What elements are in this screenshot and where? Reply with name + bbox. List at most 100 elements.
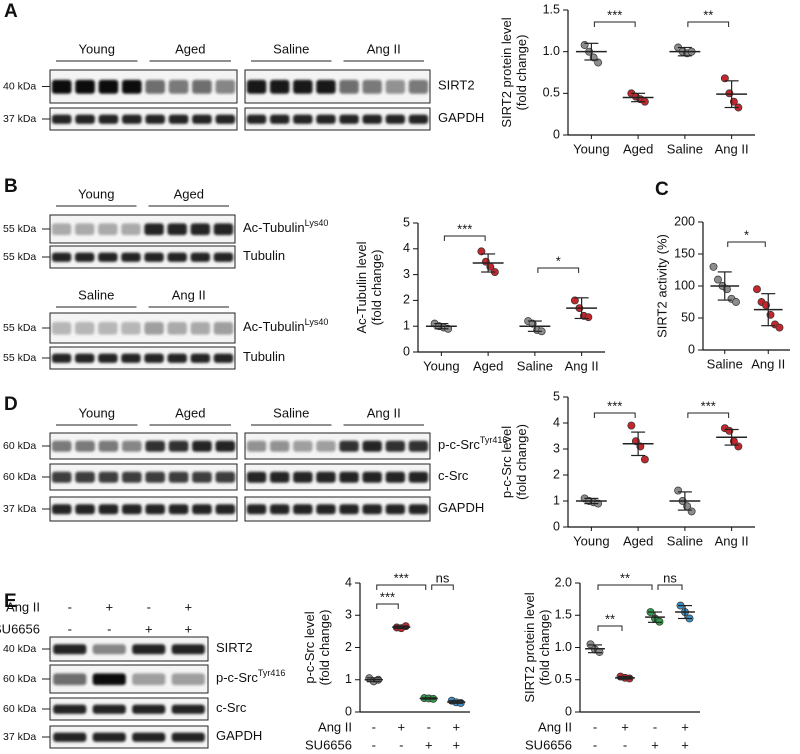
blot-band [190, 223, 211, 236]
y-axis-label: SIRT2 protein level [499, 17, 514, 127]
kda-label: 55 kDa [3, 322, 36, 334]
y-tick-label: 0.5 [543, 86, 560, 100]
factor-level: - [372, 719, 376, 734]
blot-band [339, 114, 359, 124]
blot-band [246, 471, 267, 483]
data-point [687, 507, 696, 516]
blot-band [74, 223, 95, 236]
kda-label: 60 kDa [3, 703, 36, 715]
significance-label: *** [457, 221, 472, 236]
blot-band [246, 440, 267, 452]
protein-superscript: Lys40 [305, 317, 329, 327]
protein-label: GAPDH [438, 500, 484, 515]
data-point [732, 298, 740, 306]
factor-label: SU6656 [305, 737, 352, 752]
blot-band [121, 114, 142, 124]
blot-band [269, 79, 290, 94]
x-tick-label: Young [423, 358, 459, 373]
panel-label: D [4, 394, 18, 415]
y-axis-label: p-c-Src level [302, 611, 317, 683]
protein-superscript: Lys40 [305, 218, 329, 228]
y-axis-label: SIRT2 activity (%) [654, 234, 669, 338]
blot-band [51, 353, 72, 363]
y-tick-label: 1 [345, 672, 352, 686]
y-tick-label: 0 [565, 704, 572, 718]
factor-level: + [621, 719, 629, 734]
panel-label: C [655, 179, 669, 200]
significance-label: ns [663, 570, 677, 585]
protein-name: c-Src [438, 468, 469, 483]
x-tick-label: Ang II [751, 356, 785, 371]
y-tick-label: 0.5 [555, 672, 572, 686]
blot-band [98, 322, 118, 335]
y-tick-label: 100 [674, 278, 695, 292]
data-point [709, 262, 718, 271]
blot-band [213, 223, 234, 236]
blot-band [75, 79, 95, 94]
significance-bracket [376, 584, 427, 590]
y-tick-label: 1.0 [543, 44, 560, 58]
significance-label: *** [607, 398, 622, 413]
protein-label: Tubulin [243, 248, 285, 263]
group-label: Young [78, 186, 114, 201]
blot-band [75, 114, 95, 124]
blot-band [167, 223, 187, 236]
factor-label: SU6656 [0, 621, 40, 636]
blot-band [215, 471, 236, 483]
x-tick-label: Ang II [715, 533, 749, 548]
kda-label: 37 kDa [3, 731, 36, 743]
blot-band [168, 114, 189, 124]
significance-bracket [687, 21, 730, 27]
y-tick-label: 2.0 [555, 575, 572, 589]
blot-band [192, 79, 212, 94]
data-point [477, 247, 486, 256]
factor-level: - [653, 719, 657, 734]
blot-band [192, 504, 212, 515]
blot-band [145, 471, 166, 483]
x-tick-label: Saline [707, 356, 743, 371]
protein-name: Tubulin [243, 349, 285, 364]
significance-bracket [727, 241, 766, 247]
blot-band [339, 440, 359, 452]
data-point [586, 640, 595, 649]
blot-band [132, 704, 166, 714]
y-tick-label: 4 [553, 415, 560, 429]
blot-band [385, 471, 406, 483]
factor-level: - [68, 621, 72, 636]
blot-band [316, 79, 336, 94]
blot-band [121, 440, 142, 452]
x-tick-label: Ang II [715, 141, 749, 156]
panel-label: B [4, 176, 18, 197]
blot-band [145, 114, 166, 124]
data-point [674, 486, 683, 495]
y-tick-label: 2 [345, 640, 352, 654]
significance-label: ** [605, 611, 615, 626]
blot-band [92, 704, 126, 714]
blot-band [167, 252, 187, 262]
blot-band [269, 504, 290, 515]
blot-band [144, 322, 164, 335]
y-tick-label: 0 [688, 342, 695, 356]
blot-band [75, 504, 95, 515]
data-point [753, 285, 761, 294]
factor-level: - [593, 737, 597, 752]
factor-level: - [107, 621, 111, 636]
blot-band [51, 223, 72, 236]
blot-band [92, 673, 126, 686]
y-tick-label: 4 [345, 575, 352, 589]
factor-level: + [145, 621, 153, 636]
group-label: Saline [273, 405, 309, 420]
group-label: Young [79, 41, 115, 56]
blot-band [145, 79, 166, 94]
blot-band [132, 732, 166, 742]
blot-band [213, 252, 234, 262]
protein-name: c-Src [216, 700, 247, 715]
blot-band [316, 114, 336, 124]
significance-bracket [537, 267, 580, 273]
blot-band [362, 471, 382, 483]
blot-band [293, 471, 313, 483]
y-axis-label: p-c-Src level [499, 426, 514, 498]
blot-band [51, 79, 72, 94]
y-tick-label: 150 [674, 246, 695, 260]
factor-label: Ang II [318, 719, 352, 734]
